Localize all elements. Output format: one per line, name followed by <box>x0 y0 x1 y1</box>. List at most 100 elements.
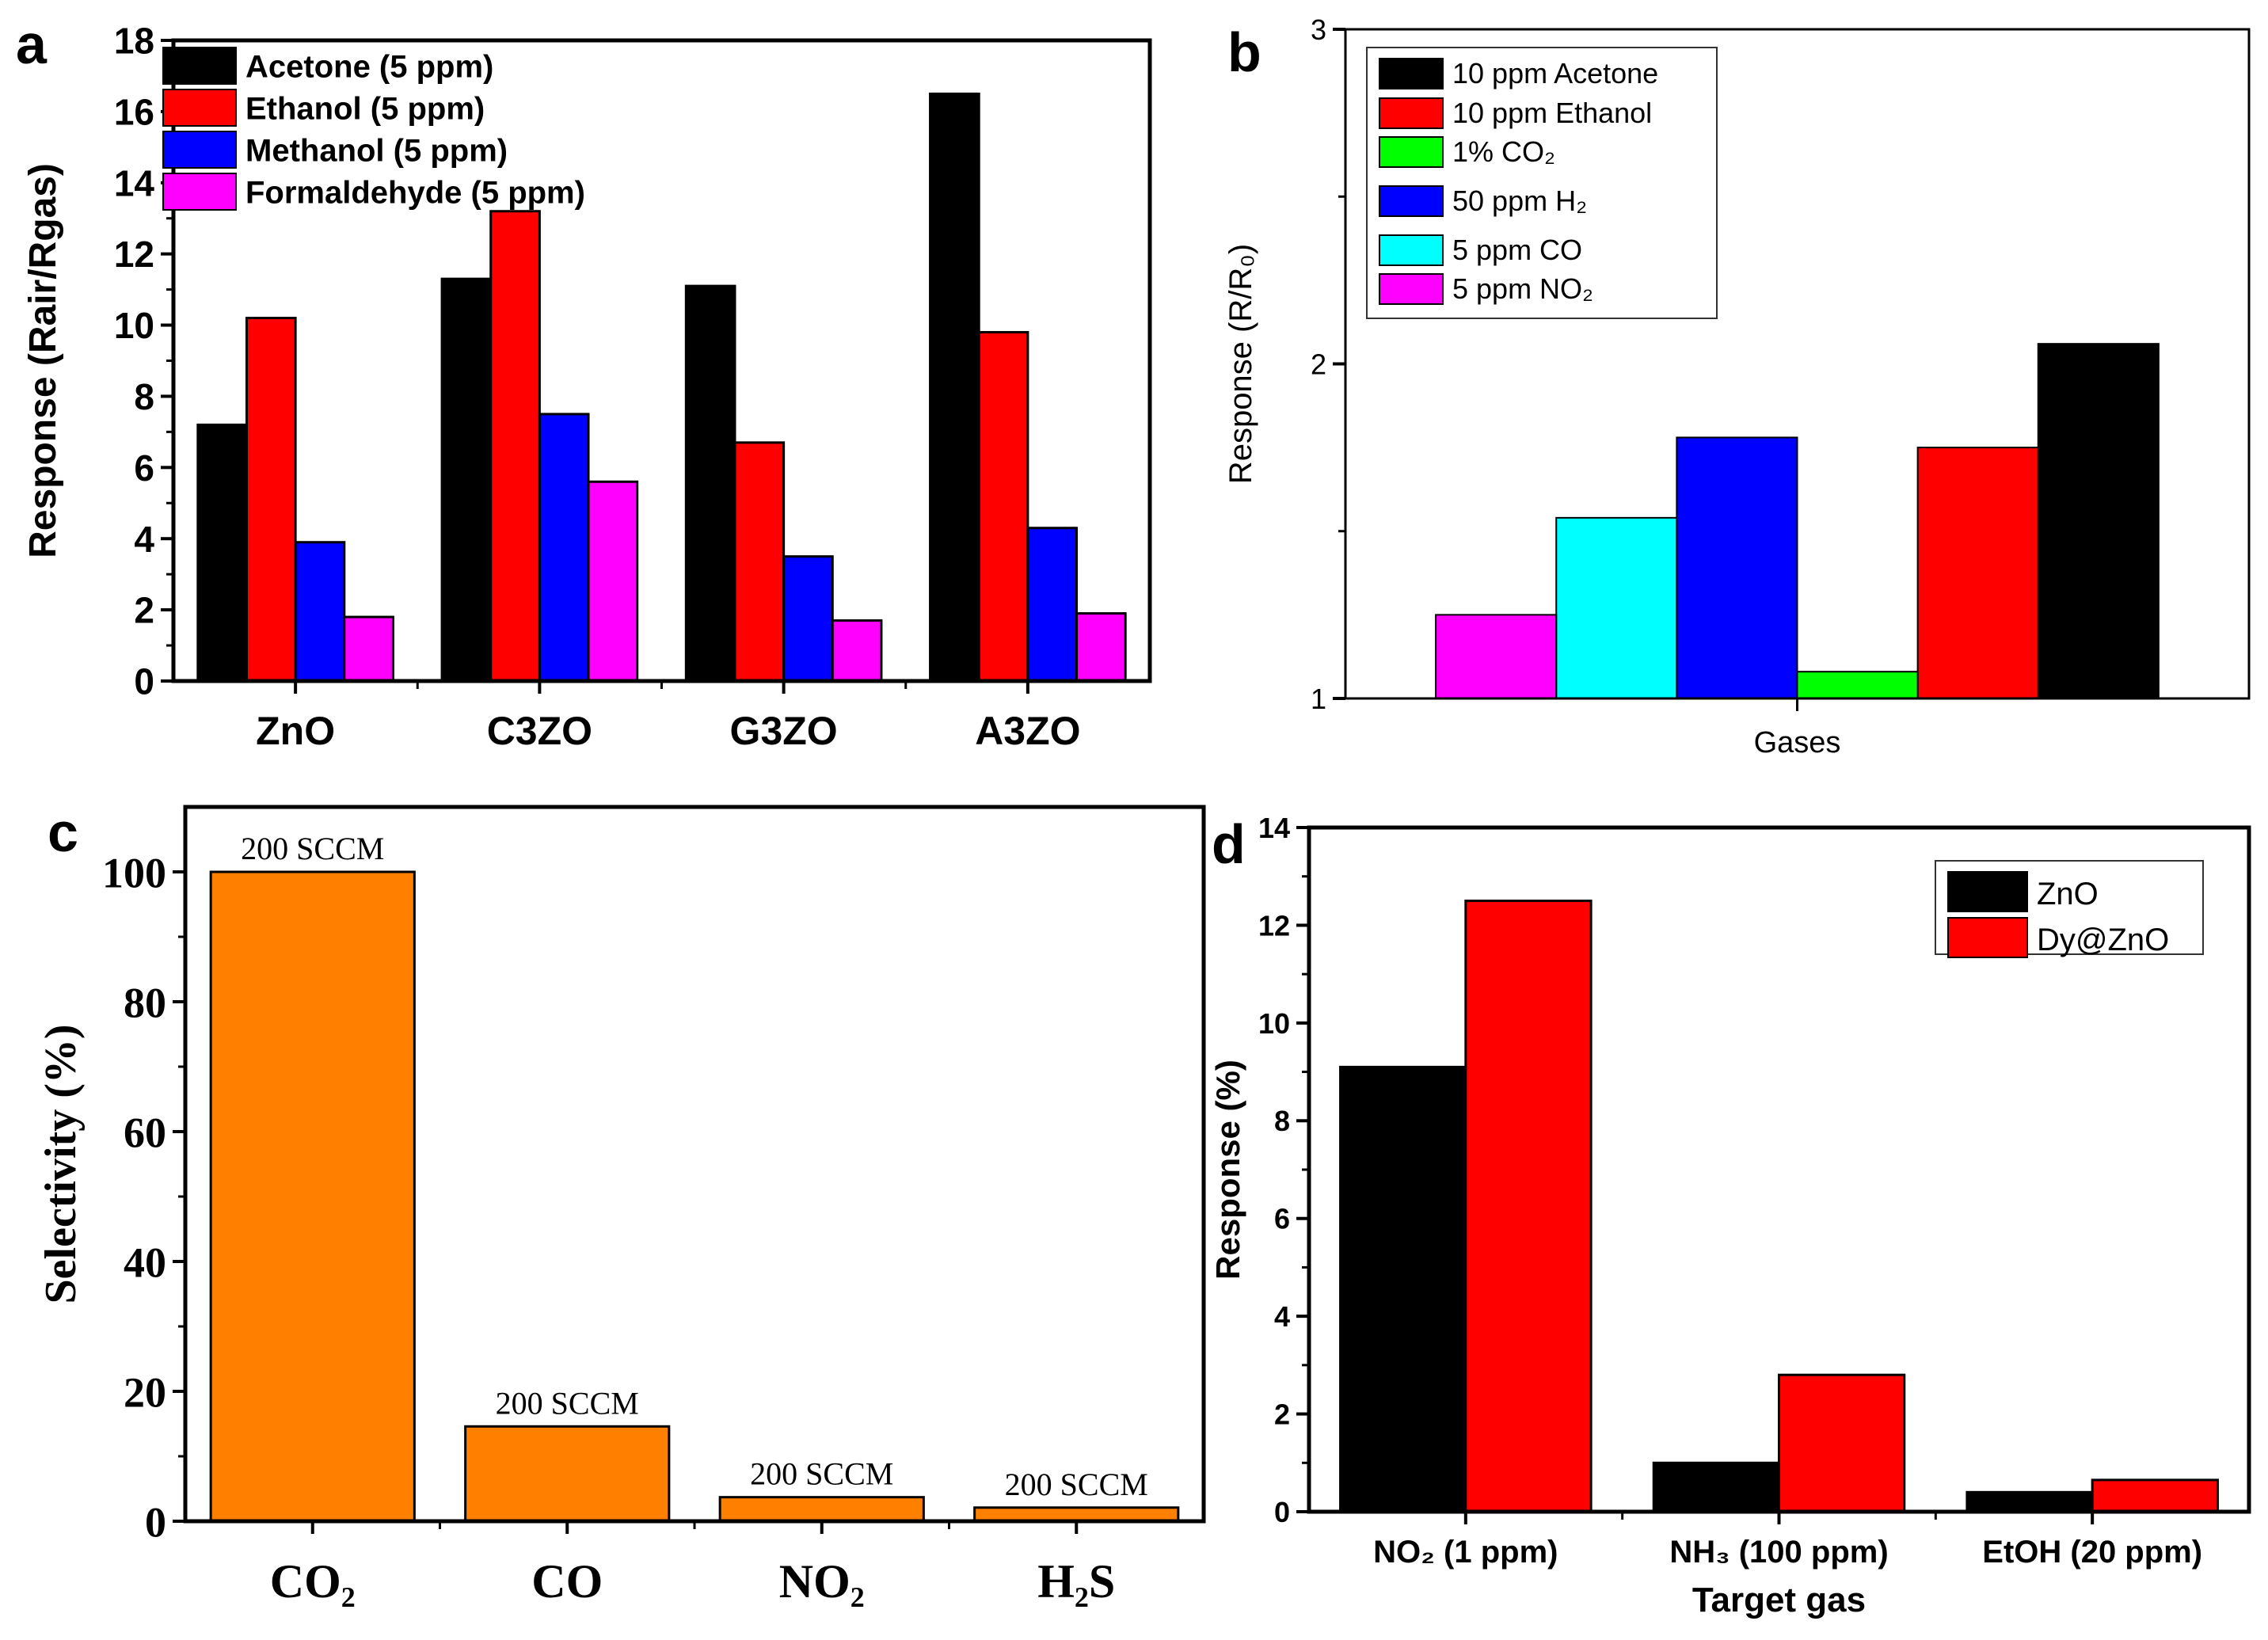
y-tick-label: 12 <box>114 234 154 275</box>
legend-swatch <box>1379 234 1444 266</box>
x-tick-label: CO <box>531 1555 603 1608</box>
x-tick-label: H₂S <box>1037 1555 1115 1608</box>
y-axis-title: Response (%) <box>1209 1060 1246 1280</box>
legend-swatch <box>162 173 237 211</box>
y-tick-label: 12 <box>1258 909 1290 942</box>
x-tick-label: G3ZO <box>730 709 838 753</box>
legend-swatch <box>1379 58 1444 89</box>
bar <box>1075 612 1127 683</box>
bar <box>196 423 248 683</box>
x-tick-label: C3ZO <box>487 709 592 753</box>
panel-d: d NO₂ (1 ppm) NH₃ (100 ppm) EtOH (20 ppm) 0 2… <box>1209 812 2251 1619</box>
bar <box>538 413 590 683</box>
legend-swatch <box>162 131 237 169</box>
y-tick-label: 8 <box>134 376 154 417</box>
y-tick-label: 4 <box>1274 1300 1290 1333</box>
legend-swatch <box>1379 185 1444 217</box>
bar <box>1676 436 1798 699</box>
bar <box>2091 1478 2219 1513</box>
panel-c: c 200 SCCM CO₂ 200 SCCM CO 200 SCCM NO₂ 200 SCC… <box>36 801 1206 1608</box>
y-tick-label: 4 <box>134 519 154 560</box>
bar <box>1026 527 1079 683</box>
legend-swatch <box>1947 871 2028 912</box>
legend-swatch <box>1379 273 1444 305</box>
y-tick-label: 100 <box>102 849 166 896</box>
x-tick-label: NO₂ <box>779 1555 865 1608</box>
y-tick-label: 18 <box>114 21 154 62</box>
legend-label: Methanol (5 ppm) <box>245 134 508 169</box>
y-tick-label: 2 <box>1274 1398 1290 1431</box>
bar <box>587 480 639 683</box>
y-tick-label: 8 <box>1274 1105 1290 1137</box>
legend-label: Formaldehyde (5 ppm) <box>245 176 585 211</box>
legend-label: ZnO <box>2037 877 2099 911</box>
legend-label: 10 ppm Ethanol <box>1452 97 1652 129</box>
bar <box>343 615 394 683</box>
bar <box>294 541 346 683</box>
y-tick-label: 0 <box>1274 1496 1290 1528</box>
bar <box>1796 671 1919 700</box>
x-axis-title: Target gas <box>1692 1581 1866 1619</box>
bar <box>1464 900 1593 1513</box>
y-axis-title: Response (Rair/Rgas) <box>22 163 64 558</box>
panel-a: a ZnO C3ZO G3ZO A3ZO 0 2 4 6 8 10 12 14 16 18 Response … <box>16 13 1152 753</box>
legend-swatch <box>162 47 237 85</box>
legend-label: 50 ppm H₂ <box>1452 185 1587 217</box>
data-label: 200 SCCM <box>1005 1467 1148 1502</box>
bar <box>489 210 541 683</box>
bar <box>1435 614 1558 699</box>
y-tick-label: 1 <box>1311 683 1326 715</box>
bar <box>1916 447 2039 699</box>
panel-letter: b <box>1227 21 1261 83</box>
y-tick-label: 10 <box>1258 1007 1290 1040</box>
bar <box>1555 516 1678 699</box>
y-tick-label: 6 <box>1274 1203 1290 1235</box>
bar <box>464 1425 671 1523</box>
legend-label: 5 ppm CO <box>1452 234 1582 266</box>
y-tick-label: 14 <box>114 162 155 204</box>
bar <box>1778 1373 1906 1513</box>
bar <box>209 870 416 1523</box>
bar <box>1965 1490 2094 1513</box>
y-tick-label: 16 <box>114 91 154 132</box>
y-axis-title: Selectivity (%) <box>36 1025 86 1304</box>
y-tick-label: 14 <box>1258 812 1290 844</box>
y-tick-label: 60 <box>124 1109 166 1156</box>
legend-label: Acetone (5 ppm) <box>245 50 493 85</box>
data-label: 200 SCCM <box>750 1456 893 1492</box>
legend-label: 5 ppm NO₂ <box>1452 272 1593 305</box>
x-axis-title: Gases <box>1754 726 1841 759</box>
data-label: 200 SCCM <box>241 831 384 866</box>
legend: ZnO Dy@ZnO <box>1935 860 2204 958</box>
bar <box>782 555 834 683</box>
panel-letter: c <box>48 801 78 863</box>
legend-label: 10 ppm Acetone <box>1452 57 1658 89</box>
y-tick-label: 2 <box>134 590 154 631</box>
legend-label: 1% CO₂ <box>1452 135 1555 168</box>
y-tick-label: 10 <box>114 305 154 346</box>
bar <box>977 331 1029 683</box>
legend-swatch <box>1379 136 1444 168</box>
y-tick-label: 6 <box>134 447 154 489</box>
panel-letter: d <box>1212 813 1246 875</box>
legend: 10 ppm Acetone 10 ppm Ethanol 1% CO₂ 50 ppm… <box>1366 47 1718 319</box>
legend-swatch <box>162 89 237 127</box>
legend: Acetone (5 ppm) Ethanol (5 ppm) Methanol (… <box>162 47 585 211</box>
x-tick-label: ZnO <box>256 709 335 753</box>
legend-swatch <box>1379 97 1444 129</box>
data-label: 200 SCCM <box>496 1385 639 1421</box>
plot-frame <box>183 805 1206 1524</box>
bar <box>831 619 883 683</box>
legend-swatch <box>1947 917 2028 958</box>
y-tick-label: 3 <box>1311 13 1326 46</box>
x-tick-label: NO₂ (1 ppm) <box>1373 1535 1558 1570</box>
x-tick-label: CO₂ <box>270 1555 356 1608</box>
x-tick-label: EtOH (20 ppm) <box>1982 1535 2202 1570</box>
bar <box>718 1496 925 1523</box>
y-tick-label: 2 <box>1311 348 1326 380</box>
y-tick-label: 0 <box>145 1498 166 1546</box>
bar <box>684 284 736 683</box>
legend-label: Ethanol (5 ppm) <box>245 92 485 127</box>
